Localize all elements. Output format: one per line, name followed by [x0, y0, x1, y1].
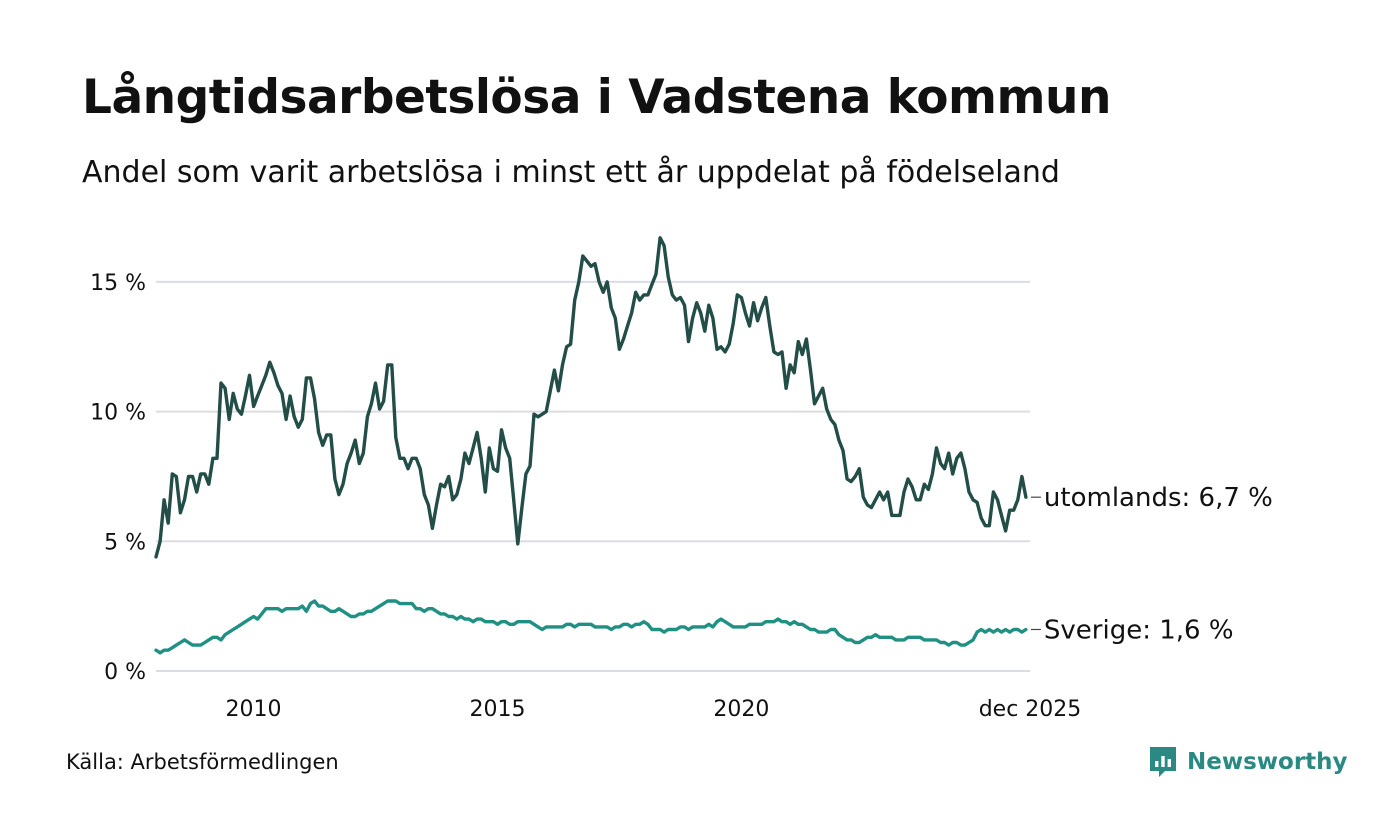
x-tick-label: dec 2025	[979, 697, 1082, 722]
gridlines	[156, 280, 1030, 672]
line-chart: 0 % 5 % 10 % 15 % 2010 2015 2020 dec 2025 utom…	[90, 236, 1273, 722]
x-tick-label: 2010	[226, 697, 282, 722]
y-tick-label: 15 %	[90, 271, 146, 296]
chart-subtitle: Andel som varit arbetslösa i minst ett å…	[82, 155, 1060, 190]
y-tick-label: 5 %	[104, 530, 146, 555]
x-tick-label: 2020	[713, 697, 769, 722]
y-tick-label: 10 %	[90, 401, 146, 426]
series-lines	[154, 236, 1028, 655]
end-label-utomlands: utomlands: 6,7 %	[1044, 483, 1273, 513]
newsworthy-logo-icon	[1150, 747, 1176, 777]
y-axis-ticks: 0 % 5 % 10 % 15 %	[90, 271, 146, 685]
x-tick-label: 2015	[469, 697, 525, 722]
series-end-labels: utomlands: 6,7 % Sverige: 1,6 %	[1030, 483, 1273, 645]
brand-name: Newsworthy	[1187, 749, 1348, 775]
y-tick-label: 0 %	[104, 660, 146, 685]
series-line-utomlands	[154, 236, 1028, 559]
source-note: Källa: Arbetsförmedlingen	[66, 750, 339, 774]
series-line-sverige	[154, 599, 1028, 655]
brand-logo: Newsworthy	[1148, 742, 1348, 782]
end-label-sverige: Sverige: 1,6 %	[1044, 615, 1234, 645]
x-axis-ticks: 2010 2015 2020 dec 2025	[226, 697, 1082, 722]
chart-title: Långtidsarbetslösa i Vadstena kommun	[82, 70, 1111, 125]
